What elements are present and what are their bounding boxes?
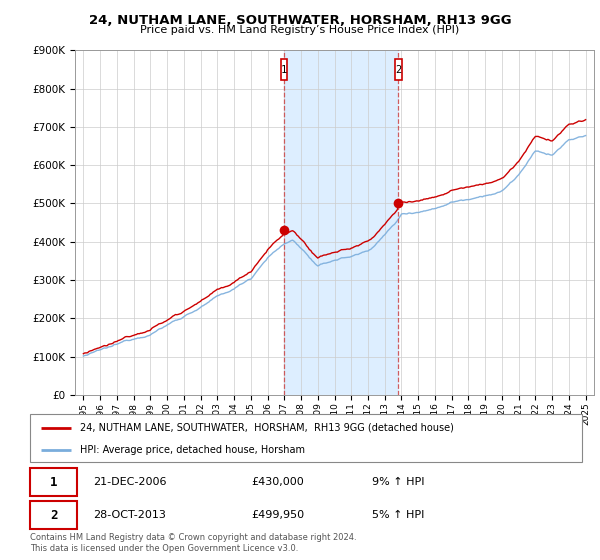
Text: Price paid vs. HM Land Registry’s House Price Index (HPI): Price paid vs. HM Land Registry’s House … [140,25,460,35]
Text: HPI: Average price, detached house, Horsham: HPI: Average price, detached house, Hors… [80,445,305,455]
FancyBboxPatch shape [395,59,402,80]
Text: £499,950: £499,950 [251,510,304,520]
Text: 2: 2 [50,508,58,521]
Text: 24, NUTHAM LANE, SOUTHWATER,  HORSHAM,  RH13 9GG (detached house): 24, NUTHAM LANE, SOUTHWATER, HORSHAM, RH… [80,423,454,433]
Text: 5% ↑ HPI: 5% ↑ HPI [372,510,425,520]
Text: 1: 1 [281,64,287,74]
Text: 24, NUTHAM LANE, SOUTHWATER, HORSHAM, RH13 9GG: 24, NUTHAM LANE, SOUTHWATER, HORSHAM, RH… [89,14,511,27]
Text: Contains HM Land Registry data © Crown copyright and database right 2024.
This d: Contains HM Land Registry data © Crown c… [30,533,356,553]
Text: 28-OCT-2013: 28-OCT-2013 [94,510,166,520]
Text: £430,000: £430,000 [251,477,304,487]
Text: 9% ↑ HPI: 9% ↑ HPI [372,477,425,487]
Text: 21-DEC-2006: 21-DEC-2006 [94,477,167,487]
FancyBboxPatch shape [30,468,77,496]
FancyBboxPatch shape [281,59,287,80]
Text: 2: 2 [395,64,401,74]
FancyBboxPatch shape [30,501,77,529]
Text: 1: 1 [50,475,58,489]
Bar [284,50,398,395]
